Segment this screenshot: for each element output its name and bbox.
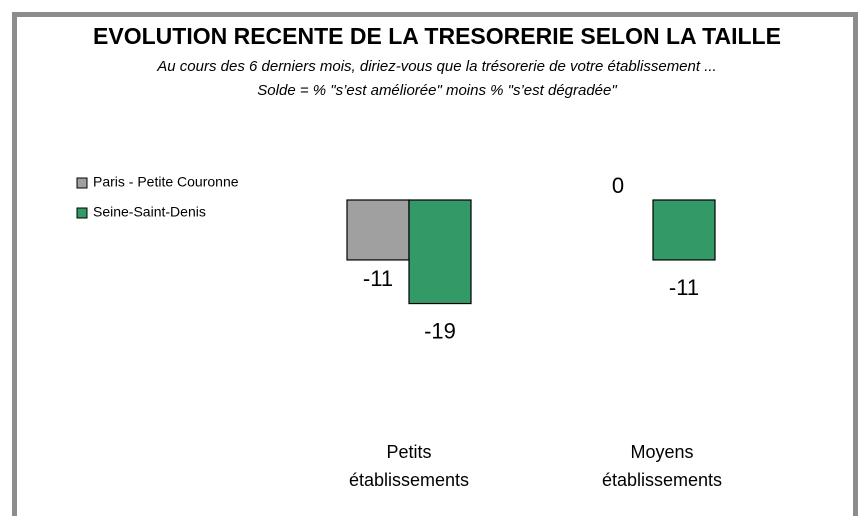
- value-label: -11: [669, 275, 699, 300]
- bar: [652, 199, 716, 261]
- value-label: 0: [612, 173, 624, 198]
- value-label: -19: [424, 318, 456, 343]
- bar: [346, 199, 410, 261]
- subtitle: Au cours des 6 derniers mois, diriez-vou…: [156, 58, 716, 75]
- bar: [408, 199, 472, 305]
- value-label: -11: [363, 266, 393, 291]
- chart-title: EVOLUTION RECENTE DE LA TRESORERIE SELON…: [93, 23, 781, 49]
- category-label: Moyens établissements: [601, 442, 723, 490]
- legend-label: Paris - Petite Couronne: [93, 174, 239, 190]
- legend-label: Seine-Saint-Denis: [93, 204, 206, 220]
- subtitle: Solde = % "s’est améliorée" moins % "s’e…: [257, 82, 617, 99]
- legend-swatch: [76, 207, 88, 219]
- category-label: Petits établissements: [348, 442, 470, 490]
- legend-swatch: [76, 177, 88, 189]
